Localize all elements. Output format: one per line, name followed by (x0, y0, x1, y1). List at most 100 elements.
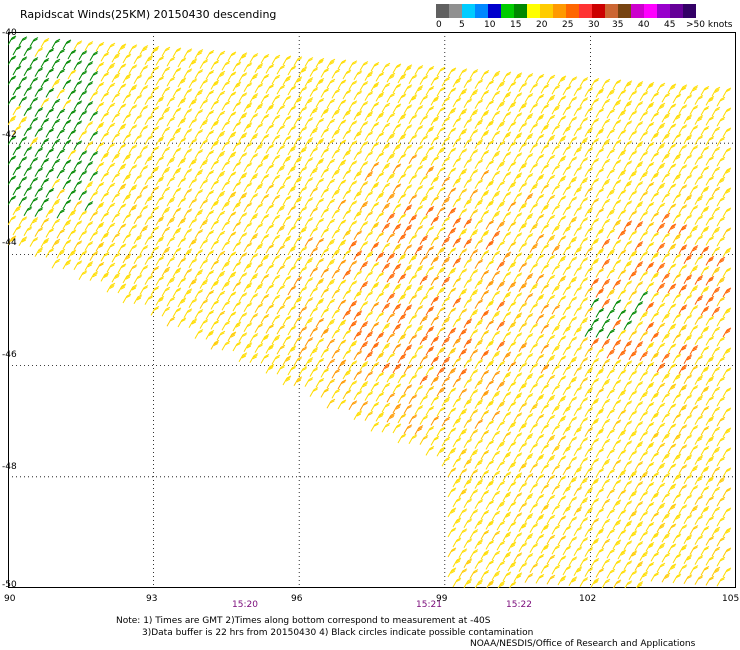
wind-barb-stroke (535, 213, 545, 224)
wind-barb (672, 313, 682, 324)
wind-barb-stroke (342, 269, 352, 280)
wind-barb-stroke (210, 299, 220, 310)
wind-barb (100, 131, 110, 142)
wind-barb-stroke (441, 236, 451, 247)
wind-barb-stroke (551, 324, 561, 335)
wind-barb-stroke (309, 347, 319, 357)
wind-barb (463, 98, 473, 109)
wind-barb (150, 45, 160, 56)
wind-barb (458, 348, 468, 359)
wind-barb (287, 65, 297, 76)
wind-barb (650, 111, 660, 122)
wind-barb (584, 127, 594, 137)
wind-barb-stroke (628, 170, 638, 181)
wind-barb (469, 229, 479, 239)
wind-barb-stroke (513, 152, 523, 163)
wind-barb-stroke (95, 201, 105, 212)
wind-barb (711, 146, 721, 157)
wind-barb-stroke (436, 146, 446, 157)
wind-barb (392, 103, 402, 114)
wind-barb (370, 141, 380, 152)
wind-barb-stroke (546, 134, 556, 145)
wind-barb (403, 204, 413, 215)
wind-barb (672, 353, 682, 364)
wind-barb-stroke (518, 82, 528, 93)
wind-barb-stroke (700, 305, 710, 316)
wind-barb (29, 237, 39, 247)
wind-barb (507, 161, 517, 172)
wind-barb-stroke (551, 204, 561, 215)
wind-barb (491, 70, 501, 81)
wind-barb (392, 243, 402, 254)
wind-barb (579, 97, 589, 107)
wind-barb (161, 106, 171, 117)
wind-barb-stroke (370, 101, 380, 112)
wind-barb (661, 332, 671, 343)
wind-barb (29, 77, 39, 87)
wind-barb (326, 338, 336, 349)
wind-barb (386, 372, 396, 383)
wind-barb (606, 168, 616, 179)
wind-barb-stroke (419, 75, 429, 85)
wind-barb (282, 115, 292, 126)
wind-barb-stroke (359, 181, 369, 191)
wind-barb (711, 326, 721, 337)
wind-barb (634, 361, 644, 371)
wind-barb (645, 281, 655, 292)
wind-barb-stroke (430, 255, 440, 266)
wind-barb (557, 155, 567, 166)
wind-barb (716, 236, 726, 247)
wind-barb-stroke (293, 196, 303, 207)
wind-barb (194, 289, 204, 299)
wind-barb (584, 187, 594, 197)
wind-barb-stroke (623, 100, 633, 111)
wind-barb-stroke (392, 303, 402, 314)
wind-barb (364, 171, 374, 181)
wind-barb-stroke (496, 400, 506, 411)
wind-barb (683, 114, 693, 125)
wind-barb-stroke (370, 221, 380, 232)
wind-barb (678, 404, 688, 415)
wind-barb-stroke (370, 81, 380, 92)
wind-barb-stroke (518, 122, 528, 133)
wind-barb-stroke (183, 148, 193, 159)
wind-barb-stroke (645, 321, 655, 332)
wind-barb (463, 538, 473, 549)
wind-barb (485, 399, 495, 410)
wind-barb (645, 201, 655, 212)
wind-barb-stroke (524, 233, 534, 243)
wind-barb-stroke (689, 405, 699, 415)
wind-barb-stroke (441, 196, 451, 207)
wind-barb (661, 532, 671, 543)
wind-barb-stroke (67, 149, 77, 160)
wind-barb-stroke (221, 200, 231, 211)
wind-barb-stroke (623, 380, 633, 391)
wind-barb-stroke (304, 317, 314, 327)
wind-barb (227, 171, 237, 182)
wind-barb (469, 269, 479, 279)
wind-barb (480, 129, 490, 140)
wind-barb-stroke (232, 81, 242, 92)
wind-barb (518, 382, 528, 393)
wind-barb-stroke (188, 258, 198, 269)
wind-barb-stroke (232, 61, 242, 72)
wind-barb-stroke (573, 326, 583, 337)
wind-barb (133, 154, 143, 165)
wind-barb (557, 475, 567, 486)
wind-barb-stroke (375, 311, 385, 322)
wind-barb-stroke (513, 252, 523, 263)
wind-barb (463, 338, 473, 349)
wind-barb (502, 91, 512, 102)
wind-barb-stroke (194, 229, 204, 239)
wind-barb (458, 288, 468, 299)
wind-barb (562, 465, 572, 476)
wind-barb (441, 396, 451, 407)
wind-barb-stroke (496, 420, 506, 431)
wind-barb (425, 185, 435, 196)
wind-barb (557, 395, 567, 406)
wind-barb-stroke (67, 49, 77, 60)
wind-barb (381, 82, 391, 93)
wind-barb-stroke (238, 72, 248, 83)
wind-barb (205, 89, 215, 100)
wind-barb (513, 432, 523, 443)
